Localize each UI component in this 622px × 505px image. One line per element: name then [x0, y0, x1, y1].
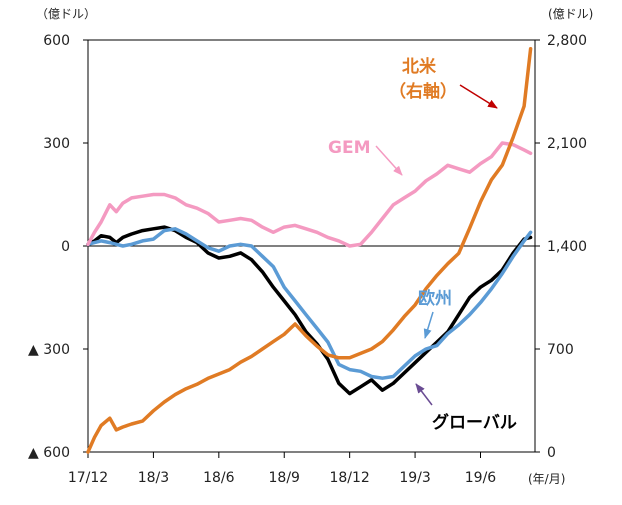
- x-tick-label: 18/9: [269, 470, 300, 486]
- x-tick-label: 19/3: [399, 470, 430, 486]
- x-unit-label: (年/月): [528, 472, 565, 486]
- left-tick-label: 300: [43, 136, 70, 152]
- x-tick-label: 18/12: [329, 470, 369, 486]
- series-line-3: [86, 47, 533, 454]
- series-line-1: [86, 227, 533, 380]
- annotation-oshu: 欧州: [418, 288, 452, 339]
- annotation-gem: GEM: [328, 138, 403, 176]
- annotation-gem-arrow: [375, 145, 403, 176]
- annotation-global-arrow: [415, 383, 433, 406]
- series-line-0: [86, 225, 533, 396]
- annotation-kitabei: 北米 （右軸）: [389, 56, 498, 109]
- left-tick-label: ▲ 300: [28, 342, 70, 358]
- annotation-global: グローバル: [415, 383, 517, 433]
- right-tick-label: 1,400: [547, 239, 587, 255]
- right-tick-label: 700: [547, 342, 574, 358]
- annotation-kitabei-label: 北米: [402, 56, 437, 77]
- x-tick-label: 18/6: [203, 470, 235, 486]
- annotation-global-label: グローバル: [432, 412, 517, 433]
- left-tick-label: ▲ 600: [28, 445, 70, 461]
- series-line-2: [86, 141, 533, 248]
- annotation-oshu-arrow: [423, 311, 434, 339]
- left-tick-label: 600: [43, 33, 70, 49]
- x-tick-label: 18/3: [138, 470, 169, 486]
- right-unit-label: (億ドル): [548, 7, 593, 21]
- annotation-kitabei-arrow: [459, 84, 498, 109]
- annotation-kitabei-sublabel: （右軸）: [389, 81, 457, 102]
- right-tick-label: 0: [547, 445, 556, 461]
- axes: 600 300 0 ▲ 300 ▲ 600 2,800 2,100 1,400 700 0 17/1…: [28, 33, 587, 486]
- x-tick-label: 17/12: [68, 470, 108, 486]
- annotation-gem-label: GEM: [328, 138, 370, 158]
- series-lines: [86, 47, 533, 454]
- left-tick-label: 0: [61, 239, 70, 255]
- annotation-oshu-label: 欧州: [418, 288, 452, 309]
- right-tick-label: 2,800: [547, 33, 587, 49]
- right-tick-label: 2,100: [547, 136, 587, 152]
- x-tick-label: 19/6: [465, 470, 497, 486]
- left-unit-label: （億ドル）: [36, 7, 96, 21]
